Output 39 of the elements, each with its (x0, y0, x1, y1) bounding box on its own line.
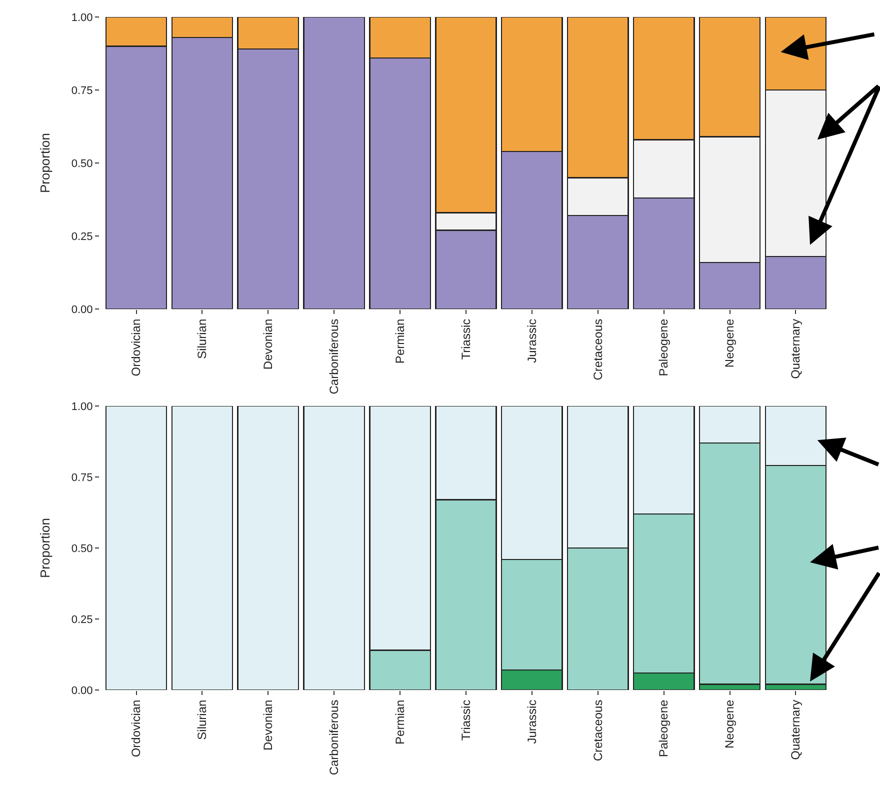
x-tick-label: Paleogene (656, 318, 671, 376)
y-tick-label: 0.50 (71, 158, 93, 170)
y-tick-label: 0.25 (71, 230, 93, 243)
x-tick-label: Quaternary (788, 700, 803, 760)
x-tick-label: Devonian (261, 700, 276, 751)
y-tick-label: 0.00 (71, 304, 93, 316)
x-tick-label: Ordovician (129, 318, 144, 376)
bar (105, 406, 168, 690)
y-tick-label: 0.75 (71, 84, 93, 97)
bar (303, 17, 366, 310)
x-tick-label: Jurassic (524, 700, 539, 744)
x-tick-label: Permian (392, 318, 407, 364)
y-tick-label: 1.00 (71, 400, 93, 413)
y-tick-label: 0.50 (71, 542, 93, 555)
x-tick-label: Silurian (195, 318, 210, 359)
x-tick-label: Permian (392, 700, 407, 744)
y-tick-label: 0.25 (71, 614, 93, 626)
x-tick-label: Neogene (722, 699, 737, 749)
x-tick-label: Neogene (722, 318, 737, 368)
x-tick-label: Cretaceous (590, 318, 605, 380)
x-tick-label: Triassic (458, 318, 473, 360)
x-tick-label: Paleogene (656, 699, 671, 758)
x-tick-label: Devonian (261, 318, 276, 370)
x-tick-label: Quaternary (788, 318, 803, 379)
x-tick-label: Silurian (195, 700, 210, 740)
y-tick-label: 0.00 (71, 684, 93, 697)
x-tick-label: Carboniferous (327, 700, 342, 776)
y-axis-title: Proportion (37, 133, 52, 194)
x-tick-label: Jurassic (524, 318, 539, 363)
bar (171, 406, 234, 690)
bar (237, 406, 300, 690)
y-tick-label: 0.75 (71, 472, 93, 484)
bar (303, 406, 366, 690)
x-tick-label: Triassic (458, 700, 473, 741)
x-tick-label: Ordovician (129, 700, 144, 758)
x-tick-label: Carboniferous (327, 318, 342, 394)
y-tick-label: 1.00 (71, 12, 93, 24)
y-axis-title: Proportion (37, 518, 52, 578)
x-tick-label: Cretaceous (590, 700, 605, 762)
